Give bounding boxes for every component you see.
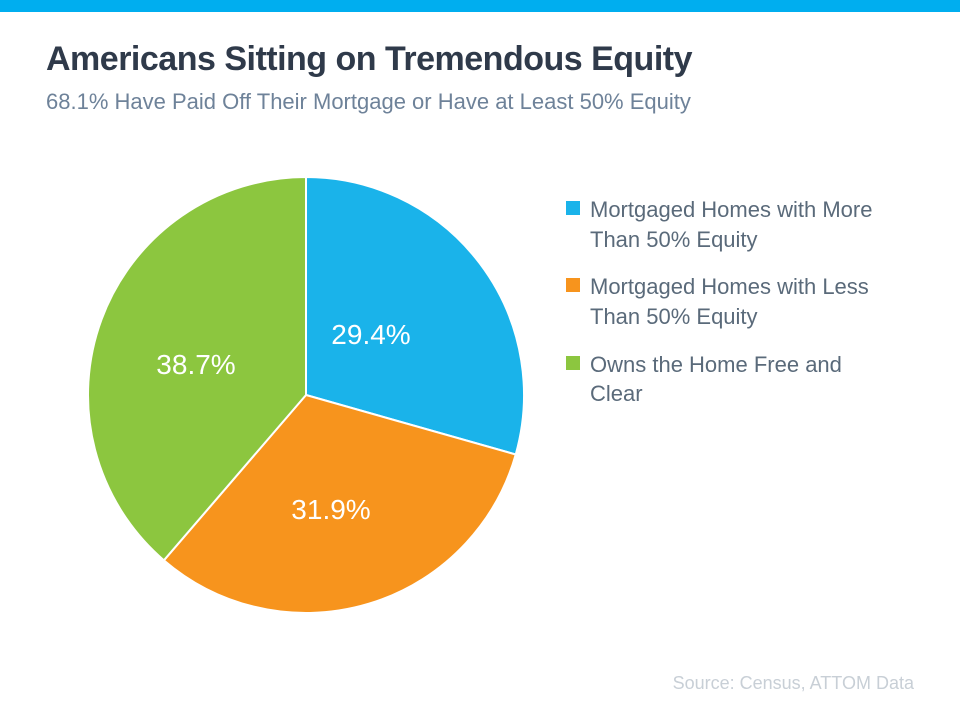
- legend-swatch-1: [566, 278, 580, 292]
- accent-top-bar: [0, 0, 960, 12]
- pie-svg: [86, 175, 526, 615]
- legend-text-0: Mortgaged Homes with More Than 50% Equit…: [590, 195, 886, 254]
- pie-slice-label-0: 29.4%: [331, 319, 410, 351]
- legend-item-2: Owns the Home Free and Clear: [566, 350, 886, 409]
- legend: Mortgaged Homes with More Than 50% Equit…: [566, 195, 886, 427]
- legend-item-1: Mortgaged Homes with Less Than 50% Equit…: [566, 272, 886, 331]
- legend-text-2: Owns the Home Free and Clear: [590, 350, 886, 409]
- pie-chart: 29.4% 31.9% 38.7%: [86, 175, 526, 615]
- legend-text-1: Mortgaged Homes with Less Than 50% Equit…: [590, 272, 886, 331]
- legend-swatch-0: [566, 201, 580, 215]
- pie-slice-label-1: 31.9%: [291, 494, 370, 526]
- legend-item-0: Mortgaged Homes with More Than 50% Equit…: [566, 195, 886, 254]
- chart-area: 29.4% 31.9% 38.7% Mortgaged Homes with M…: [46, 175, 914, 615]
- chart-subtitle: 68.1% Have Paid Off Their Mortgage or Ha…: [46, 89, 914, 115]
- pie-slice-label-2: 38.7%: [156, 349, 235, 381]
- source-attribution: Source: Census, ATTOM Data: [673, 673, 914, 694]
- chart-container: Americans Sitting on Tremendous Equity 6…: [0, 12, 960, 720]
- chart-title: Americans Sitting on Tremendous Equity: [46, 40, 914, 79]
- legend-swatch-2: [566, 356, 580, 370]
